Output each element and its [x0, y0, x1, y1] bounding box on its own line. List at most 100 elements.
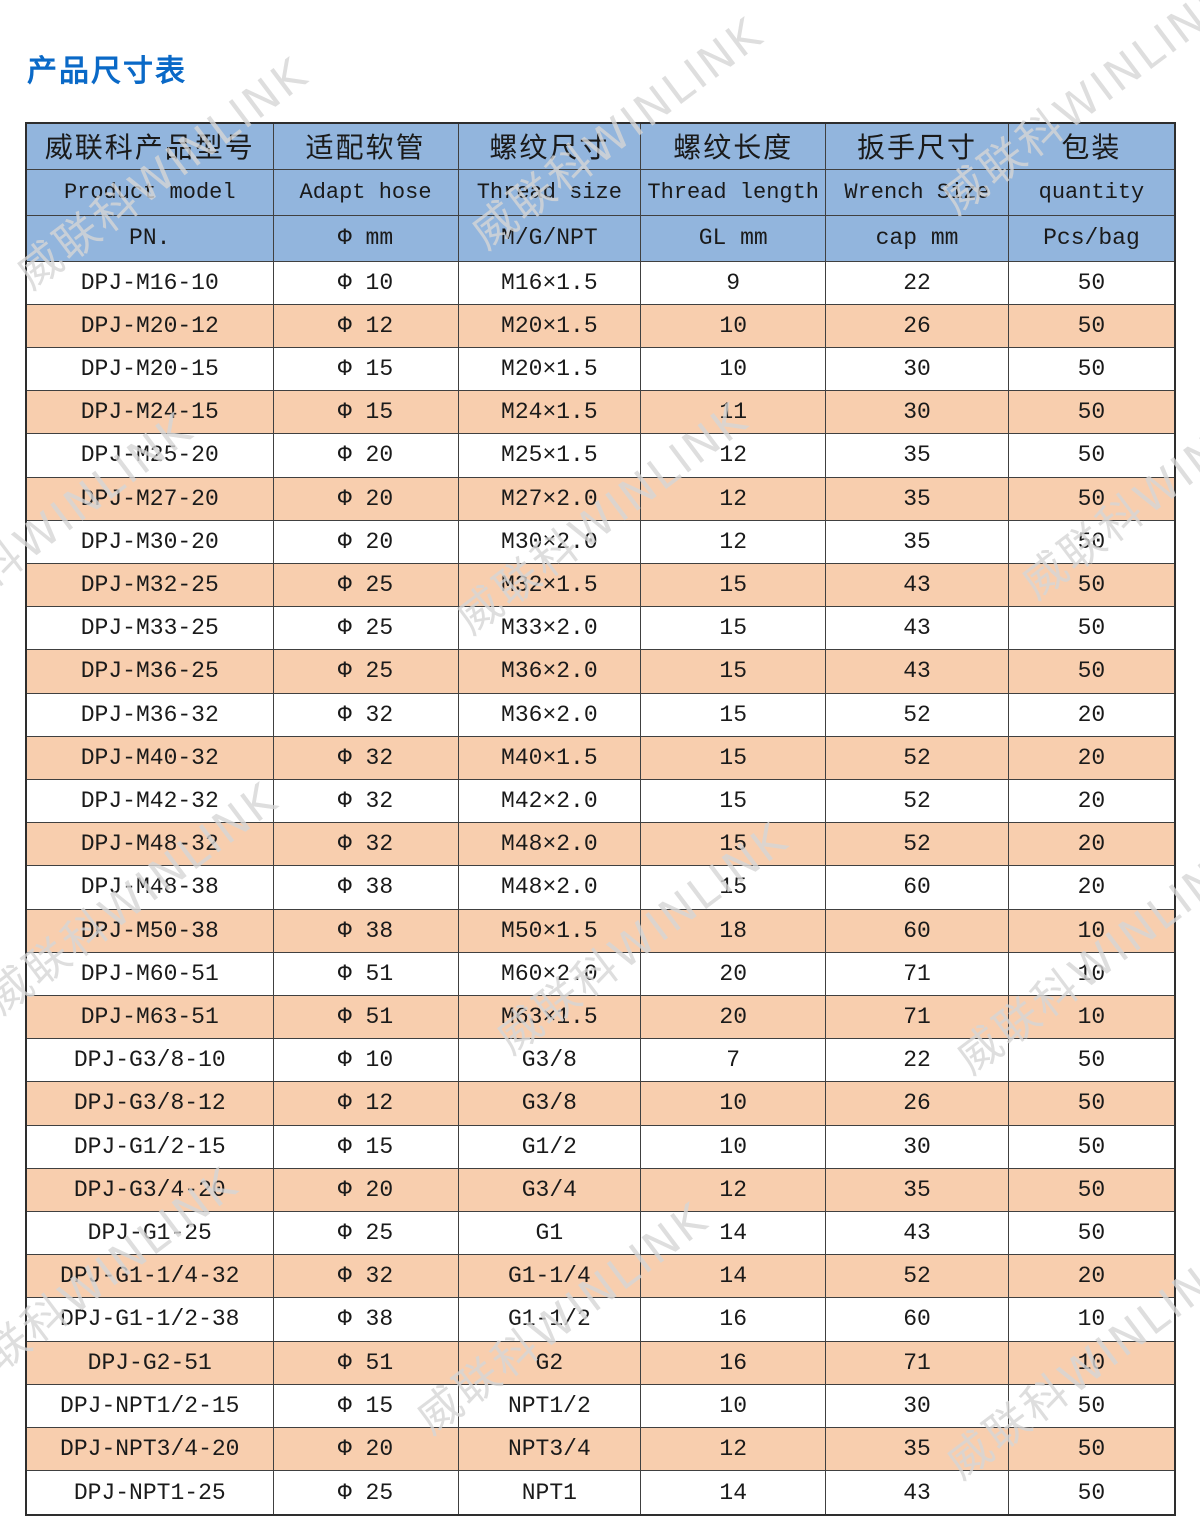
table-cell: 43	[825, 562, 1009, 608]
table-cell: 60	[825, 865, 1009, 910]
table-cell: Φ 20	[272, 433, 459, 478]
header-row-cn: 威联科产品型号 适配软管 螺纹尺寸 螺纹长度 扳手尺寸 包装	[25, 122, 1176, 170]
table-cell: 35	[825, 476, 1009, 521]
table-cell: 22	[825, 260, 1009, 305]
header-cell-unit: cap mm	[825, 214, 1009, 262]
table-cell: DPJ-M16-10	[25, 260, 274, 305]
table-cell: 71	[825, 1340, 1009, 1385]
table-cell: G3/8	[457, 1081, 642, 1126]
table-cell: DPJ-M25-20	[25, 433, 274, 478]
table-cell: Φ 15	[272, 1383, 459, 1428]
table-row: DPJ-M27-20 Φ 20 M27×2.0 12 35 50	[25, 476, 1176, 521]
table-cell: DPJ-G2-51	[25, 1340, 274, 1385]
table-cell: M50×1.5	[457, 908, 642, 953]
table-cell: M48×2.0	[457, 822, 642, 867]
table-cell: 12	[640, 1426, 827, 1472]
table-cell: NPT1	[457, 1470, 642, 1516]
table-cell: M33×2.0	[457, 606, 642, 651]
header-cell-en: Thread size	[457, 168, 642, 216]
table-cell: 60	[825, 908, 1009, 953]
table-cell: Φ 25	[272, 562, 459, 608]
table-row: DPJ-NPT1-25 Φ 25 NPT1 14 43 50	[25, 1470, 1176, 1516]
table-cell: G1-1/4	[457, 1254, 642, 1299]
header-row-unit: PN. Φ mm M/G/NPT GL mm cap mm Pcs/bag	[25, 214, 1176, 262]
table-cell: DPJ-M27-20	[25, 476, 274, 521]
table-row: DPJ-M48-38 Φ 38 M48×2.0 15 60 20	[25, 865, 1176, 910]
table-cell: 30	[825, 390, 1009, 435]
table-cell: 50	[1007, 606, 1176, 651]
table-cell: DPJ-M20-12	[25, 303, 274, 348]
table-cell: M20×1.5	[457, 346, 642, 392]
table-cell: 43	[825, 1470, 1009, 1516]
table-cell: 20	[1007, 865, 1176, 910]
header-cell-cn: 螺纹长度	[640, 122, 827, 170]
table-cell: Φ 20	[272, 519, 459, 564]
table-cell: 10	[640, 303, 827, 348]
table-cell: 15	[640, 692, 827, 737]
table-cell: DPJ-M30-20	[25, 519, 274, 564]
table-cell: 52	[825, 1254, 1009, 1299]
table-cell: 35	[825, 433, 1009, 478]
table-cell: 50	[1007, 433, 1176, 478]
table-cell: DPJ-M24-15	[25, 390, 274, 435]
table-row: DPJ-G1-25 Φ 25 G1 14 43 50	[25, 1210, 1176, 1256]
table-cell: Φ 15	[272, 390, 459, 435]
table-cell: DPJ-M42-32	[25, 778, 274, 824]
table-row: DPJ-M16-10 Φ 10 M16×1.5 9 22 50	[25, 260, 1176, 305]
table-cell: Φ 32	[272, 822, 459, 867]
table-cell: 10	[640, 1081, 827, 1126]
table-cell: 50	[1007, 1383, 1176, 1428]
table-cell: M30×2.0	[457, 519, 642, 564]
table-cell: 15	[640, 562, 827, 608]
table-cell: DPJ-M48-32	[25, 822, 274, 867]
table-row: DPJ-M33-25 Φ 25 M33×2.0 15 43 50	[25, 606, 1176, 651]
table-cell: DPJ-M32-25	[25, 562, 274, 608]
table-cell: Φ 25	[272, 1470, 459, 1516]
header-cell-unit: Pcs/bag	[1007, 214, 1176, 262]
table-cell: 35	[825, 519, 1009, 564]
table-cell: Φ 51	[272, 994, 459, 1040]
header-cell-unit: PN.	[25, 214, 274, 262]
header-cell-cn: 威联科产品型号	[25, 122, 274, 170]
table-cell: 50	[1007, 1210, 1176, 1256]
table-cell: M48×2.0	[457, 865, 642, 910]
table-cell: 50	[1007, 390, 1176, 435]
table-cell: 20	[1007, 1254, 1176, 1299]
product-size-table: 威联科产品型号 适配软管 螺纹尺寸 螺纹长度 扳手尺寸 包装 Product model Ad…	[25, 122, 1176, 1516]
table-cell: 30	[825, 1383, 1009, 1428]
table-cell: M36×2.0	[457, 649, 642, 694]
table-cell: 26	[825, 303, 1009, 348]
table-cell: 30	[825, 346, 1009, 392]
table-cell: NPT1/2	[457, 1383, 642, 1428]
table-cell: Φ 38	[272, 1297, 459, 1342]
table-cell: DPJ-NPT1/2-15	[25, 1383, 274, 1428]
table-cell: 15	[640, 822, 827, 867]
table-cell: M20×1.5	[457, 303, 642, 348]
table-row: DPJ-M42-32 Φ 32 M42×2.0 15 52 20	[25, 778, 1176, 824]
table-cell: 50	[1007, 1081, 1176, 1126]
table-cell: M24×1.5	[457, 390, 642, 435]
table-cell: 52	[825, 822, 1009, 867]
table-cell: M42×2.0	[457, 778, 642, 824]
table-cell: 20	[1007, 735, 1176, 780]
table-cell: Φ 32	[272, 692, 459, 737]
table-cell: 9	[640, 260, 827, 305]
table-cell: Φ 25	[272, 649, 459, 694]
table-cell: G3/4	[457, 1167, 642, 1212]
table-cell: DPJ-M36-25	[25, 649, 274, 694]
table-cell: 50	[1007, 476, 1176, 521]
table-cell: 10	[1007, 951, 1176, 996]
header-cell-en: quantity	[1007, 168, 1176, 216]
header-cell-cn: 螺纹尺寸	[457, 122, 642, 170]
table-cell: 50	[1007, 519, 1176, 564]
table-cell: M60×2.0	[457, 951, 642, 996]
table-cell: DPJ-M60-51	[25, 951, 274, 996]
table-cell: DPJ-M63-51	[25, 994, 274, 1040]
table-cell: M27×2.0	[457, 476, 642, 521]
table-row: DPJ-M40-32 Φ 32 M40×1.5 15 52 20	[25, 735, 1176, 780]
table-cell: Φ 32	[272, 1254, 459, 1299]
table-row: DPJ-G1/2-15 Φ 15 G1/2 10 30 50	[25, 1124, 1176, 1169]
table-cell: Φ 15	[272, 1124, 459, 1169]
header-row-en: Product model Adapt hose Thread size Thread…	[25, 168, 1176, 216]
table-cell: 50	[1007, 1426, 1176, 1472]
